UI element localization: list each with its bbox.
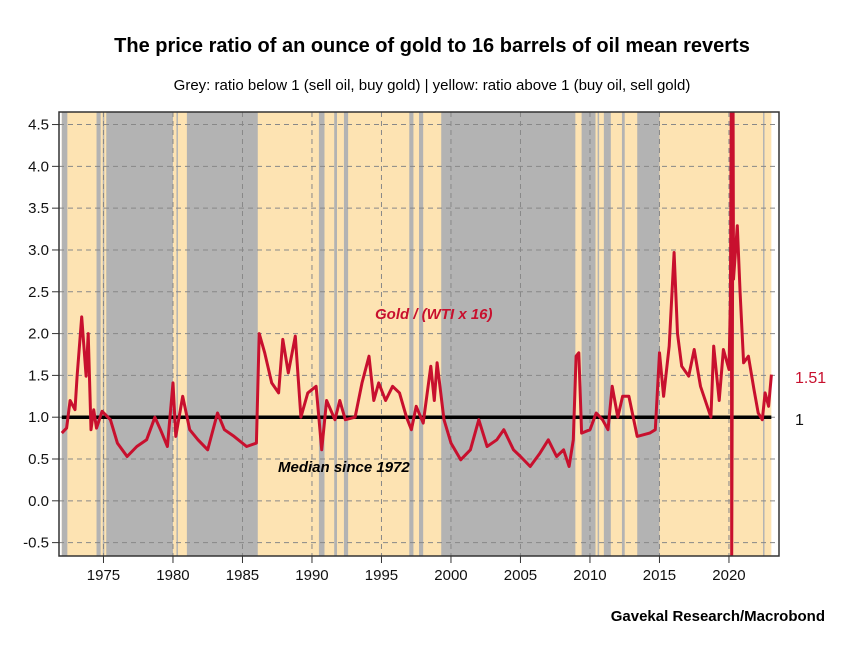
x-tick-label: 2020: [712, 567, 745, 584]
series-line: [60, 112, 773, 556]
x-tick-label: 2015: [643, 567, 676, 584]
y-tick-label: 3.0: [28, 242, 49, 259]
y-tick-label: 2.5: [28, 284, 49, 301]
y-tick-label: 1.5: [28, 367, 49, 384]
grey-period: [581, 112, 596, 556]
grey-period: [441, 112, 576, 556]
grey-period: [343, 112, 349, 556]
y-tick-label: 0.5: [28, 451, 49, 468]
median-label: Median since 1972: [278, 459, 410, 476]
grey-period: [334, 112, 337, 556]
y-tick-label: 0.0: [28, 493, 49, 510]
x-tick-label: 2010: [573, 567, 606, 584]
chart-subtitle: Grey: ratio below 1 (sell oil, buy gold)…: [174, 77, 691, 94]
y-axis: 4.5 4.0 3.5 3.0 2.5 2.0 1.5 1.0 0.5 0.0 -0.5: [23, 117, 59, 552]
grey-period: [61, 112, 68, 556]
y-tick-label: 4.0: [28, 158, 49, 175]
x-tick-label: 1980: [156, 567, 189, 584]
y-tick-label: 2.0: [28, 326, 49, 343]
x-tick-label: 2000: [434, 567, 467, 584]
x-tick-label: 2005: [504, 567, 537, 584]
x-axis: 1975 1980 1985 1990 1995 2000 2005 2010 2015 2020: [87, 556, 746, 584]
x-tick-label: 1985: [226, 567, 259, 584]
x-tick-label: 1990: [295, 567, 328, 584]
source-label: Gavekal Research/Macrobond: [611, 608, 825, 625]
grid: [59, 112, 779, 556]
y-tick-label: 4.5: [28, 117, 49, 134]
x-tick-label: 1995: [365, 567, 398, 584]
grey-period: [603, 112, 611, 556]
grey-period: [621, 112, 625, 556]
y-tick-label: -0.5: [23, 535, 49, 552]
grey-period: [597, 112, 600, 556]
chart-title: The price ratio of an ounce of gold to 1…: [114, 35, 750, 57]
grey-period: [102, 112, 105, 556]
last-value-label: 1.51: [795, 370, 826, 387]
x-tick-label: 1975: [87, 567, 120, 584]
series-label: Gold / (WTI x 16): [375, 306, 493, 323]
median-value-label: 1: [795, 412, 804, 429]
y-tick-label: 1.0: [28, 409, 49, 426]
y-tick-label: 3.5: [28, 200, 49, 217]
